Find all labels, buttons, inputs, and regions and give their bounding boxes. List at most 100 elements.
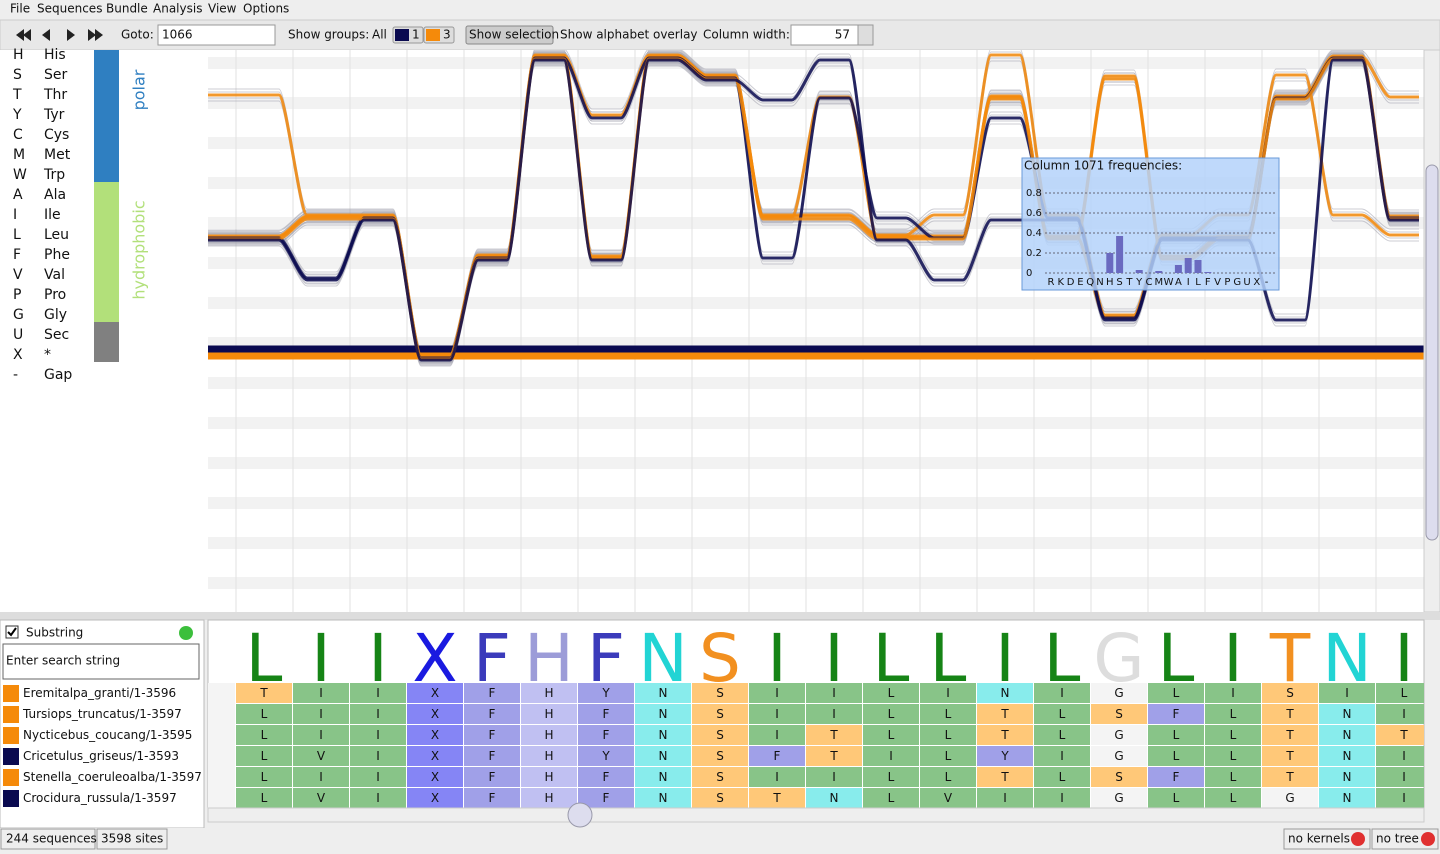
residue: I	[1060, 686, 1064, 700]
residue-cell	[806, 767, 862, 787]
residue: F	[489, 686, 496, 700]
group-swatch[interactable]	[395, 29, 409, 41]
residue: N	[659, 686, 668, 700]
frequency-popup	[1021, 157, 1280, 291]
sequence-name[interactable]: Eremitalpa_granti/1-3596	[23, 686, 176, 700]
residue: L	[1230, 791, 1237, 805]
residue-cell	[635, 704, 691, 724]
residue-cell	[578, 683, 634, 703]
residue: L	[261, 707, 268, 721]
residue-cell	[521, 746, 577, 766]
splitter[interactable]	[0, 612, 1440, 620]
sequence-name[interactable]: Cricetulus_griseus/1-3593	[23, 749, 179, 763]
sequence-name[interactable]: Crocidura_russula/1-3597	[23, 791, 177, 805]
residue: I	[319, 770, 323, 784]
residue-cell	[1034, 767, 1090, 787]
residue: N	[1343, 749, 1352, 763]
status-tree[interactable]: no tree	[1376, 832, 1419, 846]
bar	[1174, 265, 1182, 273]
residue-cell	[863, 725, 919, 745]
residue-cell	[749, 767, 805, 787]
group-label: 1	[412, 28, 420, 42]
residue-cell	[521, 683, 577, 703]
x-tick-label: F	[1205, 277, 1211, 288]
status-kernels[interactable]: no kernels	[1288, 832, 1350, 846]
search-input[interactable]	[2, 643, 200, 680]
menu-item[interactable]: Analysis	[153, 2, 202, 16]
residue-cell	[1148, 767, 1204, 787]
all-label[interactable]: All	[372, 28, 387, 42]
menu-item[interactable]: View	[208, 2, 237, 16]
x-tick-label: Q	[1086, 277, 1094, 288]
status-box[interactable]	[1283, 828, 1371, 850]
residue: L	[888, 728, 895, 742]
residue-cell	[407, 788, 463, 808]
x-tick-label: K	[1058, 277, 1065, 288]
residue-cell	[1376, 683, 1424, 703]
residue: X	[431, 707, 439, 721]
residue-cell	[350, 767, 406, 787]
show-selection[interactable]: Show selection	[469, 28, 559, 42]
scrollbar-thumb[interactable]	[1425, 164, 1439, 541]
residue-cell	[1205, 725, 1261, 745]
sequence-name[interactable]: Nycticebus_coucang/1-3595	[23, 728, 192, 742]
residue: T	[1000, 728, 1009, 742]
nav-buttons[interactable]	[16, 29, 103, 41]
spinner-arrows[interactable]	[857, 24, 874, 46]
residue-cell	[1091, 725, 1147, 745]
menu-item[interactable]: Sequences	[37, 2, 102, 16]
residue: V	[944, 791, 953, 805]
show-selection-button[interactable]	[465, 25, 554, 45]
residue-cell	[1319, 788, 1375, 808]
residue-code: M	[13, 147, 25, 163]
residue-cell	[1205, 746, 1261, 766]
residue: L	[888, 791, 895, 805]
residue-cell	[806, 725, 862, 745]
goto-input[interactable]	[157, 24, 276, 46]
residue-cell	[635, 725, 691, 745]
menu-item[interactable]: File	[10, 2, 30, 16]
residue: I	[376, 791, 380, 805]
bar	[1135, 270, 1143, 273]
residue-cell	[464, 683, 520, 703]
group-swatch	[3, 685, 19, 702]
alignment: L I I X F H F N S I I L L I L G L I T N IT I I X F H Y N S I I L I N I G L I S…	[208, 620, 1424, 808]
residue-cell	[1205, 683, 1261, 703]
goto-value: 1066	[162, 28, 193, 42]
residue-code: I	[13, 207, 17, 223]
stripe	[208, 577, 1424, 589]
residue-cell	[407, 767, 463, 787]
residue-cell	[977, 746, 1033, 766]
residue-name: Val	[44, 267, 65, 283]
residue-cell	[920, 767, 976, 787]
residue-cell	[1376, 704, 1424, 724]
residue: F	[603, 791, 610, 805]
residue: N	[659, 707, 668, 721]
group-swatch[interactable]	[426, 29, 440, 41]
menu-item[interactable]: Bundle	[106, 2, 148, 16]
residue-cell	[293, 683, 349, 703]
sequence-name[interactable]: Stenella_coeruleoalba/1-3597	[23, 770, 202, 784]
residue: G	[1114, 686, 1123, 700]
status-box[interactable]	[1371, 828, 1439, 850]
bundle-plot	[208, 50, 1424, 612]
residue: L	[945, 728, 952, 742]
residue: S	[716, 791, 724, 805]
show-alphabet-overlay[interactable]: Show alphabet overlay	[560, 28, 698, 42]
residue-cell	[1319, 704, 1375, 724]
residue-cell	[692, 725, 748, 745]
sequence-name[interactable]: Tursiops_truncatus/1-3597	[22, 707, 182, 721]
horizontal-scrollbar[interactable]	[207, 807, 1425, 823]
residue: L	[1230, 749, 1237, 763]
residue-code: P	[13, 287, 21, 303]
residue-cell	[692, 683, 748, 703]
residue-cell	[350, 746, 406, 766]
residue: T	[1285, 770, 1294, 784]
residue: F	[603, 728, 610, 742]
menu-item[interactable]: Options	[243, 2, 289, 16]
x-tick-label: -	[1265, 277, 1269, 288]
residue: G	[1285, 791, 1294, 805]
scrollbar-thumb[interactable]	[567, 802, 593, 828]
residue-cell	[1376, 725, 1424, 745]
group-bar	[94, 50, 119, 182]
